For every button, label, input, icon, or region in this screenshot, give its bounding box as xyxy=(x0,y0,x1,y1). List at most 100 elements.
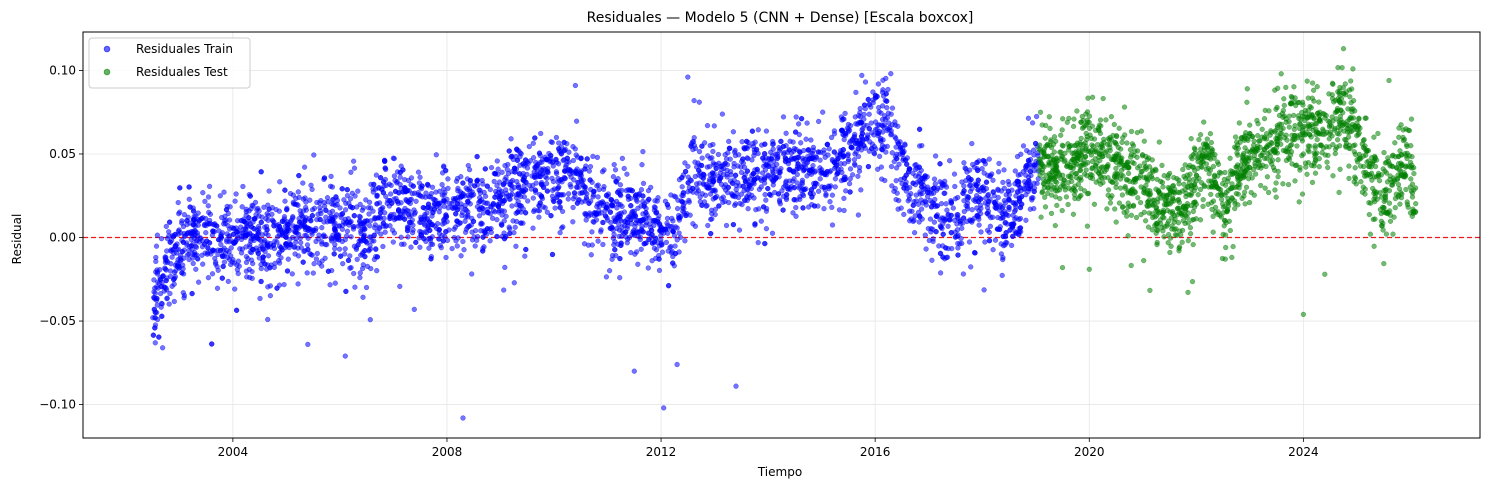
data-point xyxy=(725,184,731,191)
data-point xyxy=(484,183,490,189)
data-point xyxy=(1112,206,1118,212)
data-point xyxy=(1309,179,1316,186)
data-point xyxy=(1084,172,1090,179)
data-point xyxy=(700,175,706,181)
data-point xyxy=(1171,226,1178,233)
data-point xyxy=(733,182,739,189)
data-point xyxy=(939,182,946,188)
data-point xyxy=(252,216,258,222)
data-point xyxy=(632,192,639,199)
data-point xyxy=(884,105,890,111)
data-point xyxy=(1000,233,1006,240)
data-point xyxy=(1408,176,1414,182)
data-point xyxy=(1096,122,1103,128)
data-point xyxy=(411,190,418,196)
data-point xyxy=(841,195,847,202)
data-point xyxy=(751,195,757,201)
data-point xyxy=(304,270,310,276)
data-point xyxy=(648,227,655,233)
data-point xyxy=(295,189,301,195)
data-point xyxy=(995,169,1002,175)
data-point xyxy=(565,191,572,197)
data-point xyxy=(1259,134,1265,140)
data-point xyxy=(427,219,433,225)
data-point xyxy=(709,170,716,176)
data-point xyxy=(499,222,505,228)
data-point xyxy=(449,245,455,252)
data-point xyxy=(696,148,703,155)
data-point xyxy=(1403,153,1409,159)
data-point xyxy=(1212,204,1219,211)
data-point xyxy=(655,219,661,225)
data-point xyxy=(776,144,782,151)
data-point xyxy=(1048,210,1055,217)
data-point xyxy=(786,147,792,153)
data-point xyxy=(1409,154,1415,160)
data-point xyxy=(269,217,275,223)
data-point xyxy=(793,213,799,219)
data-point xyxy=(732,194,738,200)
data-point xyxy=(799,177,806,183)
data-point xyxy=(924,189,931,196)
data-point xyxy=(974,159,980,166)
data-point xyxy=(311,152,317,158)
data-point xyxy=(682,238,688,244)
data-point xyxy=(171,281,177,287)
data-point xyxy=(501,287,507,293)
data-point xyxy=(1405,127,1411,133)
data-point xyxy=(264,242,270,248)
data-point xyxy=(646,236,652,243)
data-point xyxy=(753,207,759,213)
data-point xyxy=(638,187,645,193)
data-point xyxy=(1025,157,1032,164)
data-point xyxy=(1176,181,1182,187)
data-point xyxy=(405,234,411,240)
data-point xyxy=(617,275,623,281)
data-point xyxy=(440,238,446,244)
data-point xyxy=(1097,181,1104,187)
data-point xyxy=(964,169,970,175)
data-point xyxy=(845,151,851,157)
data-point xyxy=(323,207,329,213)
data-point xyxy=(538,181,545,187)
data-point xyxy=(795,161,801,167)
data-point xyxy=(263,230,269,237)
data-point xyxy=(1255,132,1261,139)
data-point xyxy=(1360,137,1367,144)
data-point xyxy=(1185,289,1191,296)
data-point xyxy=(1027,168,1034,175)
data-point xyxy=(1122,185,1128,191)
data-point xyxy=(293,195,299,202)
data-point xyxy=(1063,194,1070,200)
data-point xyxy=(269,211,275,217)
data-point xyxy=(255,205,261,212)
data-point xyxy=(205,194,212,200)
data-point xyxy=(171,269,178,276)
data-point xyxy=(180,290,186,296)
data-point xyxy=(465,212,471,218)
data-point xyxy=(905,198,911,204)
data-point xyxy=(1381,149,1387,156)
data-point xyxy=(163,277,169,284)
data-point xyxy=(1005,188,1012,194)
data-point xyxy=(247,193,253,199)
data-point xyxy=(408,244,414,250)
data-point xyxy=(595,182,601,188)
data-point xyxy=(888,132,894,138)
data-point xyxy=(1201,183,1208,190)
data-point xyxy=(899,180,905,187)
data-point xyxy=(605,191,612,197)
data-point xyxy=(556,184,562,190)
data-point xyxy=(537,200,543,206)
data-point xyxy=(791,185,798,191)
data-point xyxy=(203,230,209,236)
data-point xyxy=(653,210,659,216)
data-point xyxy=(941,190,947,196)
data-point xyxy=(888,163,895,170)
data-point xyxy=(578,170,584,176)
data-point xyxy=(535,161,541,168)
data-point xyxy=(691,97,697,104)
data-point xyxy=(866,101,872,108)
data-point xyxy=(198,216,205,222)
data-point xyxy=(1016,179,1022,185)
